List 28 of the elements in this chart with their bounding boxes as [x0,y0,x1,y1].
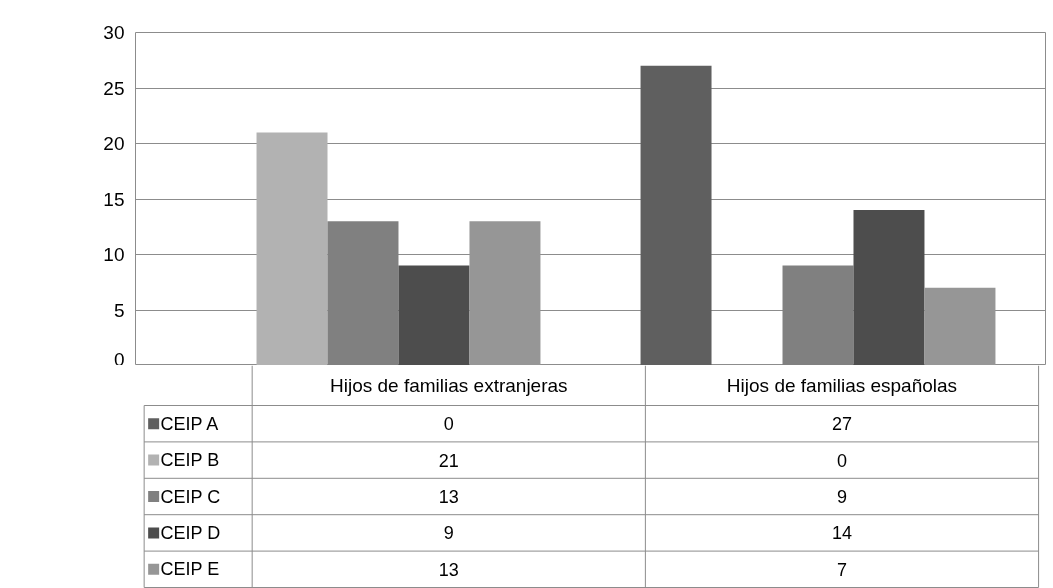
y-tick-label: 15 [103,188,125,210]
bar [256,132,328,365]
data-label: 0 [443,414,454,435]
legend-label: CEIP C [160,486,221,507]
data-label: 13 [438,487,459,507]
data-label: 13 [438,559,459,580]
data-label: 14 [831,523,852,544]
data-label: 0 [836,450,847,471]
legend-label: CEIP E [160,559,220,580]
x-tick-label: Hijos de familias extranjeras [329,375,568,396]
data-label: 7 [836,559,847,580]
legend-label: CEIP B [160,450,220,471]
y-tick-label: 10 [103,244,125,265]
data-label: 9 [836,487,847,507]
y-tick-label: 20 [103,133,125,154]
y-tick-label: 30 [103,22,125,43]
bar [640,65,712,365]
bar [398,265,470,365]
data-label: 27 [831,414,852,435]
data-label: 21 [438,450,459,471]
bar [853,210,925,365]
legend-label: CEIP A [160,413,219,434]
y-tick-label: 5 [113,299,125,321]
data-label: 9 [443,523,454,544]
legend-label: CEIP D [160,522,221,543]
x-tick-label: Hijos de familias españolas [726,375,958,396]
y-tick-label: 0 [113,348,125,370]
y-tick-label: 25 [103,77,125,99]
